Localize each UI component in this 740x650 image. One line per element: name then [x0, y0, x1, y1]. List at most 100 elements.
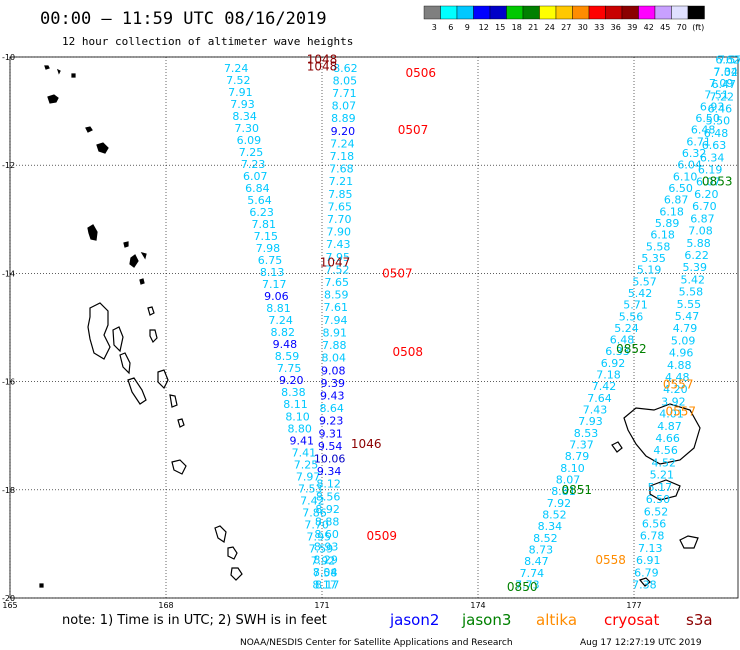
swh-value: 6.70: [692, 200, 717, 213]
swh-value: 4.56: [653, 444, 678, 457]
swh-value: 9.31: [318, 427, 343, 440]
swh-value: 6.46: [708, 103, 733, 116]
swh-value: 6.87: [664, 194, 689, 207]
island-shape: [47, 94, 59, 104]
legend-swatch: [605, 5, 623, 20]
axis-tick-labels: 165 168 171 174 177 -10 -12 -14 -16 -18 -20: [2, 53, 642, 610]
swh-value: 7.74: [520, 567, 545, 580]
swh-value: 8.81: [551, 485, 576, 498]
swh-value: 7.21: [329, 175, 354, 188]
island-shape: [611, 441, 623, 453]
swh-value: 5.17: [648, 481, 673, 494]
swh-value: 7.15: [254, 230, 279, 243]
swh-value: 8.04: [313, 566, 338, 579]
swh-value: 8.13: [260, 266, 285, 279]
swh-value: 9.23: [319, 415, 344, 428]
y-tick-label: -16: [2, 378, 15, 387]
swh-value: 6.47: [711, 78, 736, 91]
y-tick-label: -12: [2, 161, 15, 170]
swh-value: 6.10: [673, 170, 698, 183]
swh-value: 4.48: [665, 371, 690, 384]
swh-value: 7.02: [713, 66, 738, 79]
swh-value: 4.88: [667, 359, 692, 372]
pass-time-label: 0558: [595, 553, 626, 567]
swh-value: 5.50: [706, 115, 731, 128]
swh-value: 7.25: [294, 458, 319, 471]
pass-time-label: 0509: [367, 529, 398, 543]
swh-value: 7.94: [323, 314, 348, 327]
swh-value: 7.08: [688, 225, 713, 238]
swh-value: 7.43: [326, 238, 351, 251]
swh-value: 7.24: [224, 62, 249, 75]
swh-value: 7.85: [328, 188, 353, 201]
swh-value: 5.35: [641, 252, 666, 265]
swh-value: 5.24: [614, 322, 639, 335]
swh-value: 7.73: [515, 578, 540, 591]
swh-value: 7.92: [547, 497, 572, 510]
swh-value: 6.63: [702, 139, 727, 152]
swh-value: 7.88: [322, 339, 347, 352]
swh-value: 5.89: [655, 217, 680, 230]
legend-label: 27: [561, 23, 571, 32]
swh-value: 8.53: [574, 427, 599, 440]
swh-value: 7.95: [306, 530, 331, 543]
legend-swatch: [423, 5, 441, 20]
pass-time-label: 0507: [382, 266, 413, 280]
swh-value: 6.18: [659, 205, 684, 218]
swh-value: 4.96: [669, 347, 694, 360]
legend-swatch: [489, 5, 507, 20]
legend-label: 21: [528, 23, 538, 32]
swh-value: 7.70: [327, 213, 352, 226]
swh-value: 8.29: [313, 553, 338, 566]
satellite-name: jason2: [389, 611, 439, 629]
swh-value: 6.52: [644, 505, 669, 518]
swh-value: 6.48: [691, 124, 716, 137]
swh-value: 6.09: [237, 134, 262, 147]
island-shape: [649, 479, 681, 501]
swh-value: 7.38: [632, 578, 657, 591]
swh-value: 5.55: [677, 298, 702, 311]
legend-label: 3: [432, 23, 437, 32]
legend-swatch: [473, 5, 491, 20]
pass-time-label: 0852: [616, 342, 647, 356]
legend-label: 18: [512, 23, 522, 32]
swh-value: 6.48: [704, 127, 729, 140]
swh-value: 7.42: [300, 494, 325, 507]
swh-value: 7.58: [313, 566, 338, 579]
swh-value: 8.56: [316, 490, 341, 503]
plot-area: 7.247.527.917.938.347.306.097.257.236.07…: [2, 53, 740, 610]
swh-value: 6.48: [610, 334, 635, 347]
satellite-tracks: 7.247.527.917.938.347.306.097.257.236.07…: [224, 54, 740, 592]
satellite-name: altika: [536, 611, 577, 629]
swh-value: 8.52: [533, 532, 558, 545]
swh-value: 8.82: [271, 326, 296, 339]
swh-value: 7.17: [262, 278, 287, 291]
swh-value: 9.39: [320, 377, 345, 390]
swh-value: 7.90: [327, 226, 352, 239]
island-shape: [623, 403, 701, 465]
island-shape: [169, 394, 178, 408]
x-tick-label: 171: [314, 601, 329, 610]
swh-value: 7.75: [277, 362, 302, 375]
swh-value: 6.32: [682, 147, 707, 160]
legend-label: 70: [677, 23, 687, 32]
swh-value: 8.73: [529, 543, 554, 556]
swh-value: 7.13: [638, 542, 663, 555]
pass-time-label: 1048: [307, 53, 338, 67]
legend-label: 36: [611, 23, 621, 32]
x-tick-label: 165: [2, 601, 17, 610]
pass-time-label: 0506: [406, 66, 437, 80]
swh-value: 5.58: [679, 286, 704, 299]
swh-value: 8.34: [232, 110, 257, 123]
swh-value: 6.04: [677, 159, 702, 172]
swh-value: 7.18: [330, 150, 355, 163]
swh-value: 7.52: [226, 74, 251, 87]
swh-value: 7.59: [309, 542, 334, 555]
swh-value: 7.42: [592, 380, 617, 393]
island-shape: [230, 567, 243, 581]
swh-value: 6.71: [686, 135, 711, 148]
swh-value: 7.93: [578, 415, 603, 428]
swh-value: 6.84: [245, 182, 270, 195]
legend-swatch: [572, 5, 590, 20]
